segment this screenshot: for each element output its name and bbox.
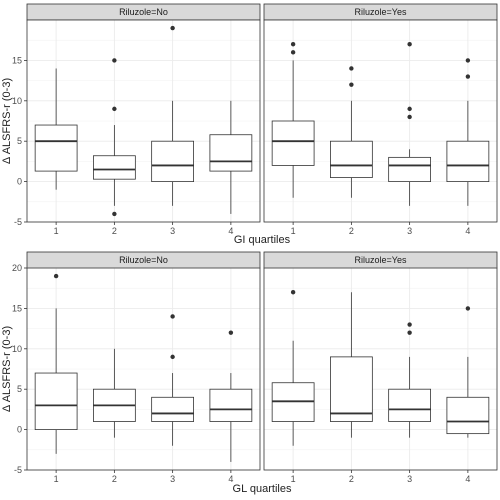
row1-panel2-box1-outlier <box>290 50 296 55</box>
row2-y-tick-label: -5 <box>14 465 22 475</box>
row2-y-tick-label: 0 <box>17 425 22 435</box>
row1-y-tick-label: 15 <box>12 55 22 65</box>
row1-panel2-box1 <box>271 120 315 166</box>
row2-panel2-box4 <box>446 396 490 435</box>
row2-panel1-x-tick-label: 2 <box>112 474 117 484</box>
row2-x-axis-title: GL quartiles <box>233 483 292 495</box>
row2-panel2-x-tick-label: 4 <box>465 474 470 484</box>
row1-panel1-box2-outlier <box>112 58 117 63</box>
row2-y-tick-label: 5 <box>17 384 22 394</box>
row1-y-tick-label: -5 <box>14 217 22 227</box>
row1-panel2-x-tick-label: 2 <box>349 226 354 236</box>
row2-panel1-x-tick-label: 1 <box>54 474 59 484</box>
row2-y-tick-label: 15 <box>12 303 22 313</box>
row2-panel2-x-tick-label: 3 <box>407 474 412 484</box>
row1-y-tick-label: 0 <box>17 177 22 187</box>
row1-panel1-box1 <box>34 124 78 172</box>
row2-panel1-box4 <box>209 388 253 422</box>
row1-panel2-x-tick-label: 3 <box>407 226 412 236</box>
row2-panel1-box4-outlier <box>228 330 234 335</box>
row2-panel1-panel-border <box>26 267 261 471</box>
row2-panel2-x-tick-label: 1 <box>291 474 296 484</box>
row2-panel1-x-tick-label: 3 <box>170 474 175 484</box>
row1-panel1-box2-outlier <box>112 106 117 112</box>
row1-panel2-x-tick-label: 4 <box>465 226 470 236</box>
row2-panel1-box3-outlier <box>170 314 175 319</box>
row2-panel1-x-tick-label: 4 <box>228 474 233 484</box>
row1-panel2-box1-outlier <box>290 42 296 47</box>
row2-panel1-box3 <box>151 396 194 422</box>
row1-panel2-box3-outlier <box>407 106 412 112</box>
row1-y-axis-title: Δ ALSFRS-r (0-3) <box>1 78 13 164</box>
row1-panel2-box2 <box>330 140 373 178</box>
row1-panel2-box3-outlier <box>407 114 412 120</box>
row1-panel2-box4 <box>446 140 490 182</box>
row2-panel2-box3-outlier <box>407 322 412 327</box>
row1-x-axis-title: GI quartiles <box>234 234 291 246</box>
row2-panel1-box1 <box>34 372 78 431</box>
row2-panel2-box4-outlier <box>465 306 471 311</box>
row1-panel2-box3-outlier <box>407 42 412 47</box>
row1-panel1-box2 <box>93 155 136 180</box>
row2-panel2-box1-outlier <box>290 290 296 295</box>
row1-panel2-box2-outlier <box>349 66 354 71</box>
row2-panel1-box1-outlier <box>53 273 59 279</box>
row2-y-axis-title: Δ ALSFRS-r (0-3) <box>1 326 13 412</box>
row1-panel1-panel-border <box>26 19 261 223</box>
row1-panel1-box2-outlier <box>112 211 117 217</box>
row1-panel1-strip-label: Riluzole=No <box>119 7 168 17</box>
row1-y-tick-label: 5 <box>17 136 22 146</box>
row2-panel2-panel-border <box>263 267 498 471</box>
row1-panel2-box4-outlier <box>465 58 471 63</box>
row1-panel1-x-tick-label: 2 <box>112 226 117 236</box>
row2-panel2-box2 <box>330 356 373 422</box>
row1-panel2-strip-label: Riluzole=Yes <box>355 7 407 17</box>
row1-panel2-panel-border <box>263 19 498 223</box>
row1-panel2-x-tick-label: 1 <box>291 226 296 236</box>
row2-panel1-box3-outlier <box>170 354 175 360</box>
row1-panel1-x-tick-label: 3 <box>170 226 175 236</box>
row1-panel2-box2-outlier <box>349 82 354 87</box>
row2-panel2-box3 <box>388 388 431 422</box>
row2-panel2-strip-label: Riluzole=Yes <box>355 255 407 265</box>
row1-panel1-box4 <box>209 134 253 172</box>
row1-panel1-box3 <box>151 140 194 182</box>
row1-panel2-box3 <box>388 156 431 183</box>
row1-panel1-x-tick-label: 4 <box>228 226 233 236</box>
row1-panel1-box3-outlier <box>170 25 175 31</box>
row2-panel1-strip-label: Riluzole=No <box>119 255 168 265</box>
row1-panel1-x-tick-label: 1 <box>54 226 59 236</box>
row1-y-tick-label: 10 <box>12 96 22 106</box>
row2-y-tick-label: 20 <box>12 263 22 273</box>
row2-panel2-box3-outlier <box>407 330 412 335</box>
row2-panel2-x-tick-label: 2 <box>349 474 354 484</box>
row1-panel2-box4-outlier <box>465 74 471 79</box>
row2-y-tick-label: 10 <box>12 344 22 354</box>
